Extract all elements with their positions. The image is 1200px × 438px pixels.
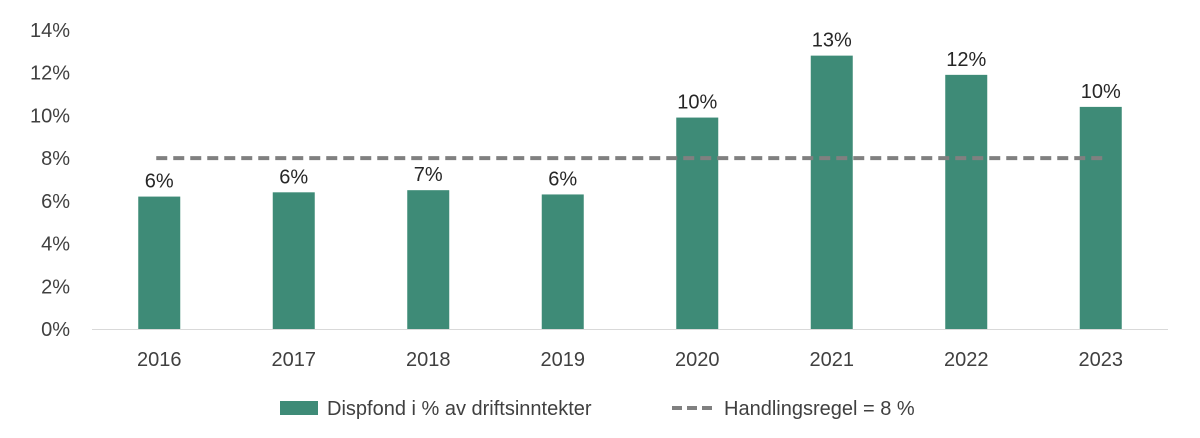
data-label: 6% <box>548 168 577 190</box>
x-tick-label: 2020 <box>675 349 720 371</box>
data-label: 10% <box>1081 81 1121 103</box>
y-axis: 0% 2% 4% 6% 8% 10% 12% 14% <box>30 20 70 341</box>
legend-bar-swatch <box>280 401 318 415</box>
x-tick-label: 2022 <box>944 349 989 371</box>
legend-line-label: Handlingsregel = 8 % <box>724 398 915 420</box>
bar <box>945 74 988 329</box>
y-tick-label: 10% <box>30 105 70 127</box>
x-axis: 2016 2017 2018 2019 2020 2021 2022 2023 <box>137 349 1123 371</box>
legend-bar-label: Dispfond i % av driftsinntekter <box>327 398 592 420</box>
x-tick-label: 2017 <box>272 349 317 371</box>
bar <box>541 194 584 329</box>
y-tick-label: 14% <box>30 20 70 42</box>
bar <box>1079 106 1122 329</box>
bar <box>407 190 450 329</box>
x-tick-label: 2019 <box>541 349 586 371</box>
data-label: 7% <box>414 164 443 186</box>
bar <box>810 55 853 329</box>
data-label: 6% <box>145 171 174 193</box>
y-tick-label: 8% <box>41 148 70 170</box>
legend: Dispfond i % av driftsinntekter Handling… <box>280 398 915 420</box>
data-label: 10% <box>677 92 717 114</box>
x-tick-label: 2023 <box>1079 349 1124 371</box>
x-tick-label: 2016 <box>137 349 182 371</box>
data-label: 6% <box>279 166 308 188</box>
y-tick-label: 6% <box>41 191 70 213</box>
bar <box>676 117 719 329</box>
data-label: 13% <box>812 30 852 52</box>
y-tick-label: 0% <box>41 319 70 341</box>
x-tick-label: 2021 <box>810 349 855 371</box>
y-tick-label: 2% <box>41 276 70 298</box>
x-tick-label: 2018 <box>406 349 451 371</box>
bar <box>272 192 315 329</box>
bar-series <box>138 55 1122 329</box>
y-tick-label: 4% <box>41 234 70 256</box>
data-label: 12% <box>946 49 986 71</box>
y-tick-label: 12% <box>30 63 70 85</box>
data-labels: 6% 6% 7% 6% 10% 13% 12% 10% <box>145 30 1121 193</box>
bar <box>138 196 181 329</box>
